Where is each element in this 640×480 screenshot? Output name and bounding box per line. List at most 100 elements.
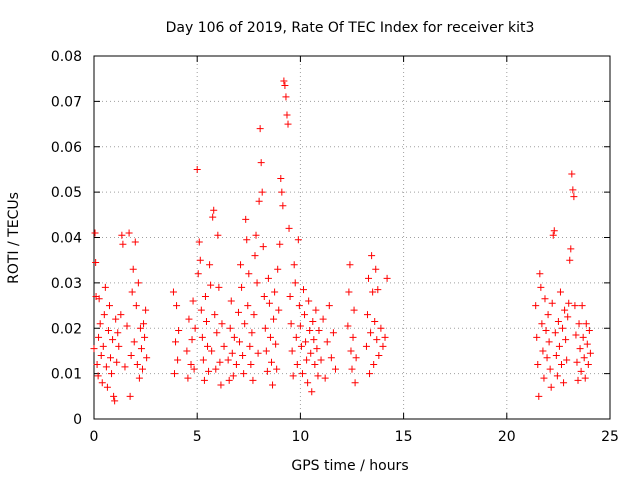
data-point [253, 279, 261, 287]
y-tick-label: 0.03 [51, 276, 82, 292]
data-point [132, 302, 140, 310]
data-point [308, 388, 316, 396]
data-point [582, 320, 590, 328]
data-point [216, 358, 224, 366]
data-point [236, 338, 244, 346]
data-point [374, 286, 382, 294]
data-point [136, 324, 144, 332]
data-point [544, 311, 552, 319]
data-point [243, 236, 251, 244]
data-point [100, 311, 108, 319]
data-point [258, 188, 266, 196]
data-point [170, 370, 178, 378]
data-point [98, 379, 106, 387]
data-point [533, 333, 541, 341]
data-point [97, 351, 105, 359]
data-point [579, 333, 587, 341]
data-point [212, 365, 220, 373]
data-point [127, 351, 135, 359]
data-point [542, 327, 550, 335]
data-point [247, 361, 255, 369]
data-point [303, 356, 311, 364]
data-point [346, 261, 354, 269]
data-point [140, 320, 148, 328]
x-tick-label: 15 [395, 429, 413, 445]
data-point [128, 288, 136, 296]
data-point [557, 361, 565, 369]
data-point [584, 361, 592, 369]
data-point [309, 317, 317, 325]
data-point [268, 358, 276, 366]
data-point [573, 358, 581, 366]
data-point [198, 333, 206, 341]
data-point [345, 288, 353, 296]
data-point [173, 302, 181, 310]
data-point [245, 270, 253, 278]
data-point [108, 370, 116, 378]
data-point [95, 295, 103, 303]
data-point [228, 349, 236, 357]
data-point [556, 288, 564, 296]
data-point [370, 361, 378, 369]
data-point [585, 327, 593, 335]
data-point [350, 306, 358, 314]
data-point [323, 338, 331, 346]
data-point [123, 322, 131, 330]
data-point [209, 213, 217, 221]
data-point [362, 342, 370, 350]
data-point [293, 361, 301, 369]
data-point [224, 356, 232, 364]
y-tick-label: 0.06 [51, 140, 82, 156]
data-point [204, 342, 212, 350]
data-point [277, 175, 285, 183]
data-point [234, 308, 242, 316]
data-point [126, 392, 134, 400]
data-point [586, 349, 594, 357]
data-point [329, 329, 337, 337]
data-point [377, 324, 385, 332]
data-point [107, 354, 115, 362]
data-point [229, 372, 237, 380]
data-point [314, 372, 322, 380]
data-points [90, 77, 594, 405]
y-tick-label: 0.07 [51, 94, 82, 110]
data-point [259, 243, 267, 251]
data-point [220, 342, 228, 350]
data-point [295, 302, 303, 310]
data-point [240, 370, 248, 378]
y-tick-label: 0 [73, 412, 82, 428]
data-point [349, 333, 357, 341]
y-tick-label: 0.01 [51, 367, 82, 383]
data-point [552, 351, 560, 359]
data-point [205, 367, 213, 375]
data-point [113, 358, 121, 366]
data-point [174, 356, 182, 364]
y-tick-label: 0.04 [51, 231, 82, 247]
data-point [344, 322, 352, 330]
data-point [172, 338, 180, 346]
data-point [185, 315, 193, 323]
data-point [310, 336, 318, 344]
data-point [304, 379, 312, 387]
data-point [365, 274, 373, 282]
data-point [569, 186, 577, 194]
data-point [96, 320, 104, 328]
data-point [379, 342, 387, 350]
data-point [254, 349, 262, 357]
data-point [321, 374, 329, 382]
data-point [306, 327, 314, 335]
data-point [226, 324, 234, 332]
data-point [562, 336, 570, 344]
data-point [371, 317, 379, 325]
data-point [291, 279, 299, 287]
data-point [270, 315, 278, 323]
data-point [104, 327, 112, 335]
data-point [187, 361, 195, 369]
data-point [549, 231, 557, 239]
data-point [279, 202, 287, 210]
data-point [117, 311, 125, 319]
data-point [218, 320, 226, 328]
data-point [137, 345, 145, 353]
data-point [266, 333, 274, 341]
data-point [256, 125, 264, 133]
